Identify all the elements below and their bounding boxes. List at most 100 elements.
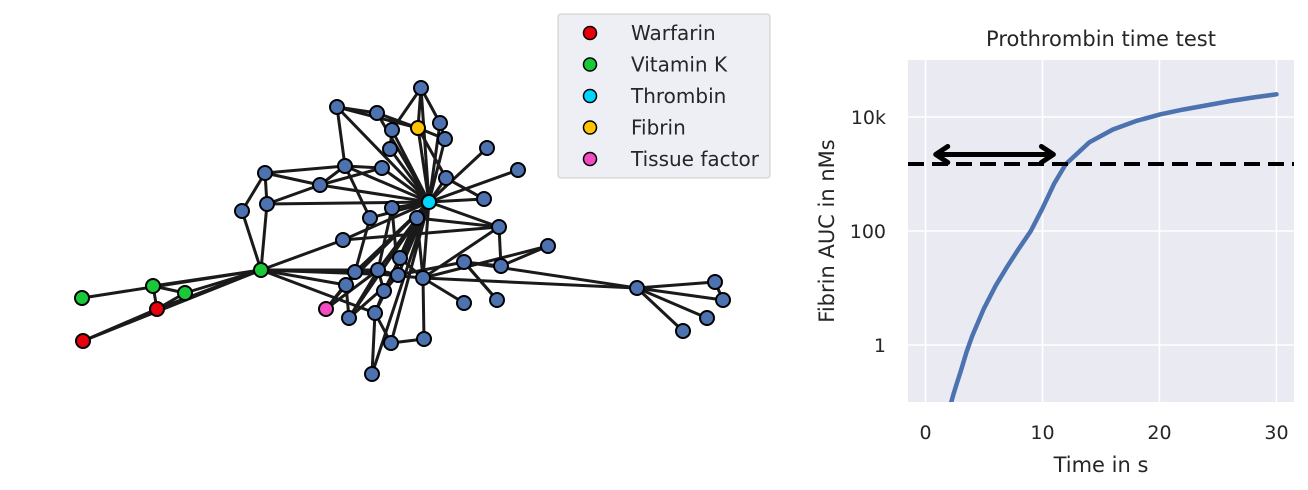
network-node: [74, 290, 90, 306]
network-edge: [421, 277, 426, 340]
network-edge: [416, 127, 448, 179]
network-edge: [381, 166, 430, 204]
network-node: [335, 232, 351, 248]
network-edge: [422, 225, 500, 280]
network-node: [432, 115, 448, 131]
legend-marker: [582, 57, 598, 72]
network-node: [675, 323, 691, 339]
y-tick-labels: 1 100 10k: [850, 107, 886, 357]
network-node: [338, 277, 354, 293]
network-edge: [636, 280, 716, 290]
network-node: [493, 258, 509, 274]
network-node: [145, 278, 161, 294]
legend-label: Warfarin: [631, 21, 716, 45]
network-edge: [388, 148, 431, 203]
network-node: [456, 295, 472, 311]
legend-marker: [582, 151, 598, 167]
network-node: [409, 210, 425, 226]
network-node: [392, 250, 408, 266]
network-node: [234, 203, 250, 219]
network-edge: [354, 270, 424, 280]
network-node: [491, 219, 507, 235]
network-edge: [335, 105, 431, 204]
network-node: [410, 120, 426, 136]
network-edge: [462, 261, 499, 301]
network-edge: [422, 276, 465, 305]
network-node: [384, 200, 400, 216]
x-tick-labels: 0 10 20 30: [919, 422, 1288, 444]
legend-frame: [557, 13, 771, 179]
network-node: [510, 162, 526, 178]
network-node: [362, 210, 378, 226]
network-node: [369, 105, 385, 121]
network-node: [715, 292, 731, 308]
x-tick-label: 30: [1264, 422, 1288, 444]
network-graph: [74, 80, 731, 382]
network-edge: [422, 276, 638, 290]
line-chart: 0 10 20 30 1 100 10k Prothrombin time test Ti…: [815, 27, 1294, 477]
network-node: [540, 238, 556, 254]
legend-marker: [582, 120, 598, 135]
network-node: [177, 285, 193, 301]
network-node: [413, 80, 429, 96]
network-node: [390, 267, 406, 283]
legend: Warfarin Vitamin K Thrombin Fibrin Tissue fa…: [557, 13, 771, 179]
y-tick-label: 1: [874, 335, 886, 357]
gridlines: [908, 60, 1294, 402]
network-edge: [259, 203, 269, 271]
x-tick-label: 10: [1030, 422, 1054, 444]
network-node: [337, 158, 353, 174]
network-edge: [335, 106, 347, 167]
network-node: [489, 292, 505, 308]
legend-label: Vitamin K: [631, 53, 728, 77]
network-edge: [347, 269, 380, 319]
legend-label: Thrombin: [630, 84, 726, 108]
network-edge: [152, 268, 262, 288]
network-edge: [264, 164, 346, 175]
network-edge: [266, 200, 430, 206]
network-node: [416, 331, 432, 347]
network-edge: [319, 183, 430, 204]
x-tick-label: 20: [1147, 422, 1171, 444]
network-edge: [416, 127, 431, 203]
network-edge: [266, 183, 321, 206]
network-node: [456, 254, 472, 270]
network-node: [149, 301, 165, 317]
network-edge: [240, 210, 263, 271]
network-edge: [428, 168, 519, 204]
network-node: [629, 280, 645, 296]
network-node: [384, 122, 400, 138]
network-node: [383, 335, 399, 351]
network-node: [479, 140, 495, 156]
network-edge: [636, 286, 724, 302]
network-edge: [397, 260, 465, 277]
network-edge: [344, 164, 430, 204]
network-node: [259, 196, 275, 212]
network-edge: [463, 260, 638, 290]
network-node: [374, 160, 390, 176]
network-node: [257, 165, 273, 181]
network-edge: [260, 238, 344, 272]
network-node: [347, 264, 363, 280]
network-node: [253, 262, 269, 278]
network-edge: [422, 244, 549, 280]
network-edge: [428, 200, 500, 229]
network-node: [421, 194, 437, 210]
network-node: [707, 274, 723, 290]
network-edge: [319, 166, 383, 187]
arrow-head-right: [1038, 143, 1056, 165]
network-edge: [635, 286, 685, 333]
network-edge: [636, 286, 708, 320]
network-edge: [370, 312, 377, 375]
network-node: [438, 170, 454, 186]
x-tick-label: 0: [919, 422, 931, 444]
series-line: [949, 92, 1279, 402]
network-edge: [342, 225, 500, 242]
legend-label: Tissue factor: [630, 147, 760, 171]
network-edge: [342, 200, 430, 242]
network-node: [312, 177, 328, 193]
network-edge: [82, 307, 158, 343]
network-edge: [428, 197, 485, 204]
y-tick-label: 100: [850, 221, 886, 243]
